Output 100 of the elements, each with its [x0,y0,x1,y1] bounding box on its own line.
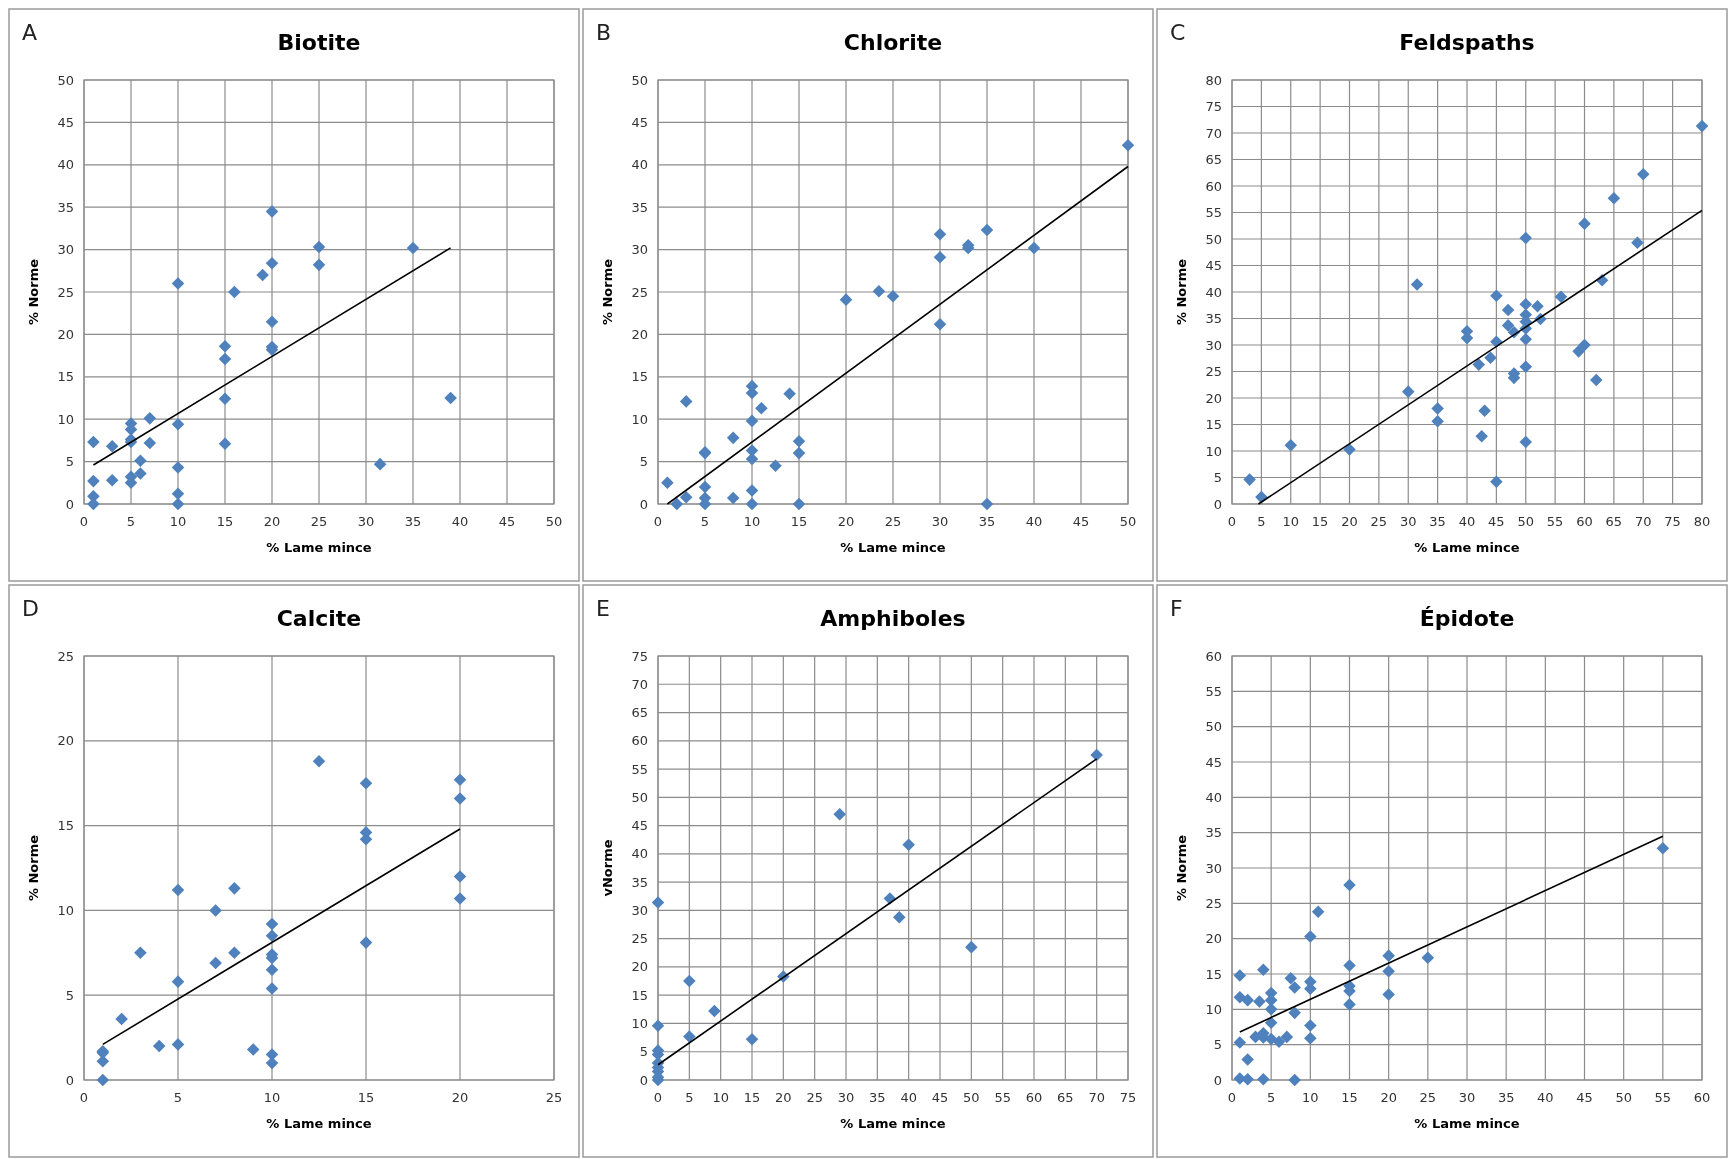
point [1304,1032,1317,1045]
point [265,929,279,943]
point [265,205,279,218]
point [1656,841,1670,855]
point [143,412,157,425]
x-tick-label: 35 [869,1090,886,1105]
point [171,461,185,474]
x-tick-label: 5 [685,1090,694,1105]
point [1519,297,1533,311]
y-tick-label: 60 [1205,648,1222,664]
x-tick-label: 15 [216,514,234,529]
point [96,1073,110,1087]
point [792,497,806,511]
y-axis-title: % Norme [600,258,615,326]
x-tick-label: 65 [1605,514,1623,529]
y-tick-label: 10 [631,411,648,427]
point [359,776,373,790]
x-tick-label: 15 [743,1090,761,1105]
point [679,395,693,408]
x-tick-label: 10 [1302,1090,1319,1105]
y-tick-label: 50 [631,72,648,88]
point [1253,995,1266,1008]
point [1589,373,1603,387]
y-tick-label: 40 [1205,284,1222,300]
x-tick-label: 30 [931,514,949,529]
x-tick-label: 70 [1634,514,1652,529]
chart-title: Chlorite [843,30,943,55]
x-tick-label: 20 [837,514,855,529]
y-tick-label: 30 [57,242,74,258]
x-tick-label: 0 [1227,1090,1237,1105]
y-tick-label: 70 [1205,125,1222,141]
point [1421,951,1435,965]
chart-title: Biotite [277,30,361,55]
text: F [1170,596,1183,621]
point [1241,993,1254,1007]
x-tick-label: 45 [931,1090,949,1105]
point [105,473,119,487]
y-tick-label: 30 [1205,337,1222,353]
x-tick-label: 15 [790,514,808,529]
y-axis-title: % Norme [26,834,41,902]
x-tick-label: 25 [545,1090,563,1105]
point [246,1043,260,1056]
point [1519,360,1533,373]
point [745,484,759,497]
point [1519,231,1533,245]
point [453,792,467,805]
point [209,956,222,970]
point [1343,998,1356,1011]
x-tick-label: 20 [451,1090,469,1105]
point [171,1038,185,1051]
point [1431,415,1444,428]
point [265,982,279,995]
text: B [596,20,612,45]
x-tick-label: 25 [310,514,328,529]
x-tick-label: 0 [1227,514,1237,529]
point [453,773,467,787]
x-tick-label: 30 [1458,1090,1476,1105]
point [1027,241,1041,255]
chart-title: Épidote [1419,606,1515,631]
y-tick-label: 5 [1213,1037,1222,1053]
x-tick-label: 30 [1399,514,1417,529]
y-axis-title: vNorme [600,839,615,897]
y-tick-label: 20 [57,733,74,749]
y-tick-label: 35 [1205,825,1222,841]
text: A [22,20,38,45]
point [134,467,147,480]
point [1382,964,1395,978]
point [726,431,740,445]
point [980,497,994,511]
y-tick-label: 35 [631,874,648,890]
chart-title: Calcite [276,606,362,631]
x-axis-title: % Lame mince [1414,540,1520,555]
point [745,1033,759,1046]
y-tick-label: 45 [1205,754,1222,770]
y-tick-label: 35 [1205,311,1222,327]
point [1501,319,1515,332]
point [698,480,712,494]
y-tick-label: 65 [631,705,648,721]
y-tick-label: 20 [1205,931,1222,947]
point [115,1012,128,1026]
point [1280,1030,1294,1044]
y-axis-title: % Norme [1174,834,1189,902]
x-tick-label: 20 [263,514,281,529]
y-tick-label: 25 [631,284,648,300]
x-tick-label: 50 [1517,514,1535,529]
point [1343,878,1356,892]
point [726,491,740,505]
x-axis-title: % Lame mince [266,1116,372,1131]
point [406,241,420,255]
x-tick-label: 25 [1370,514,1388,529]
point [833,808,847,821]
y-tick-label: 75 [631,648,648,664]
x-tick-label: 5 [1257,514,1266,529]
y-tick-label: 40 [1205,789,1222,805]
point [171,277,185,290]
chart-title: Amphiboles [820,606,966,631]
y-tick-label: 5 [639,1044,648,1060]
x-tick-label: 0 [79,1090,89,1105]
x-tick-label: 5 [173,1090,183,1105]
y-tick-label: 20 [631,959,648,975]
